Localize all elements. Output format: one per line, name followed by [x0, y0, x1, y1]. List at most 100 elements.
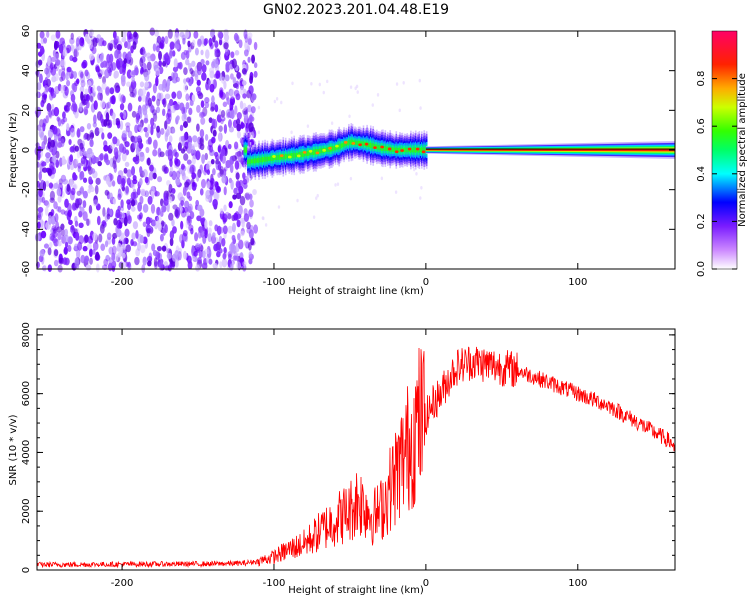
spectrogram-cell [42, 167, 48, 173]
spectrogram-cell [131, 76, 135, 83]
spectrogram-cell [35, 91, 40, 99]
spectrogram-cell [161, 245, 167, 252]
chart-title: GN02.2023.201.04.48.E19 [263, 2, 449, 18]
spectrogram-cell [275, 97, 279, 101]
spectrogram-cell [228, 88, 234, 97]
spectrogram-cell [185, 102, 190, 110]
snr-x-label: Height of straight line (km) [288, 585, 424, 596]
spectrogram-cell [200, 49, 204, 56]
spectrogram-cell [165, 117, 171, 125]
colorbar-label: Normalized spectral amplitude [737, 73, 748, 227]
spectrogram-cell [67, 105, 71, 111]
spectrogram-cell [189, 164, 195, 174]
spectrogram-cell [280, 154, 282, 160]
spectrogram-cell [123, 58, 128, 64]
spectrogram-cell [222, 213, 228, 223]
spectrogram-cell [126, 177, 131, 186]
spectrogram-cell [194, 47, 199, 56]
spectrogram-cell [186, 191, 191, 199]
spectrogram-cell [218, 131, 222, 142]
spectrogram-cell [399, 147, 401, 153]
spectrogram-cell [229, 88, 235, 99]
spectrogram-cell [345, 141, 348, 146]
spectrogram-cell [335, 144, 339, 148]
spectrogram-cell [92, 248, 96, 255]
spectrogram-cell [166, 108, 172, 118]
spectrogram-cell [51, 109, 56, 116]
spectrogram-cell [193, 250, 198, 257]
spectrogram-cell [193, 30, 199, 39]
spectrogram-cell [97, 160, 102, 167]
spectrogram-cell [216, 113, 223, 123]
spectrogram-cell [179, 102, 185, 111]
spectrogram-cell [138, 142, 144, 149]
spectrogram-cell [66, 80, 71, 87]
spectrogram-cell [190, 227, 194, 235]
spectrogram-y-tick-label: 20 [21, 104, 32, 117]
spectrogram-cell [166, 179, 171, 186]
spectrogram-cell [219, 208, 224, 215]
spectrogram-cell [223, 28, 229, 37]
spectrogram-cell [182, 37, 186, 45]
spectrogram-cell [81, 99, 87, 106]
spectrogram-cell [85, 264, 92, 271]
spectrogram-cell [76, 78, 80, 85]
spectrogram-cell [356, 140, 359, 145]
spectrogram-cell [179, 31, 185, 38]
spectrogram-cell [42, 122, 46, 132]
spectrogram-cell [383, 146, 385, 151]
spectrogram-cell [373, 146, 377, 149]
spectrogram-cell [159, 233, 164, 242]
spectrogram-cell [146, 157, 151, 166]
spectrogram-cell [218, 36, 223, 45]
spectrogram-cell [44, 206, 49, 216]
spectrogram-cell [95, 263, 100, 273]
spectrogram-cell [41, 161, 47, 167]
spectrogram-cell [165, 51, 169, 59]
spectrogram-cell [111, 94, 116, 105]
spectrogram-cell [106, 232, 112, 240]
spectrogram-cell [253, 62, 258, 69]
spectrogram-cell [204, 96, 210, 104]
spectrogram-cell [215, 70, 221, 79]
spectrogram-cell [177, 142, 182, 152]
spectrogram-cell [349, 85, 353, 89]
spectrogram-cell [150, 203, 156, 214]
spectrogram-cell [165, 128, 170, 137]
spectrogram-cell [44, 77, 49, 84]
spectrogram-cell [139, 57, 144, 68]
spectrogram-cell [113, 70, 119, 79]
spectrogram-cell [48, 215, 52, 225]
spectrogram-cell [212, 118, 218, 129]
spectrogram-cell [248, 122, 254, 133]
spectrogram-cell [164, 93, 171, 100]
spectrogram-cell [219, 166, 224, 175]
spectrogram-cell [244, 33, 248, 44]
spectrogram-cell [146, 227, 152, 233]
spectrogram-cell [183, 78, 187, 84]
colorbar: 0.0 0.2 0.4 0.6 0.8 Normalized spectral ampl… [696, 30, 748, 277]
spectrogram-cell [182, 250, 187, 260]
spectrogram-cell [88, 176, 93, 184]
spectrogram-cell [184, 181, 190, 188]
spectrogram-cell [105, 86, 111, 96]
spectrogram-cell [207, 139, 214, 148]
spectrogram-cell [56, 116, 60, 122]
spectrogram-cell [147, 56, 153, 62]
spectrogram-cell [147, 195, 153, 205]
spectrogram-cell [174, 208, 179, 218]
spectrogram-cell [156, 92, 162, 102]
spectrogram-cell [119, 66, 123, 75]
spectrogram-cell [229, 164, 234, 174]
spectrogram-cell [233, 89, 240, 97]
spectrogram-cell [45, 201, 50, 208]
spectrogram-cell [121, 36, 127, 43]
spectrogram-cell [72, 71, 78, 79]
spectrogram-cell [115, 208, 121, 219]
spectrogram-cell [62, 111, 66, 119]
spectrogram-cell [45, 78, 51, 88]
spectrogram-cell [248, 251, 253, 258]
spectrogram-cell [137, 214, 142, 220]
spectrogram-cell [390, 147, 393, 152]
spectrogram-cell [333, 146, 336, 151]
